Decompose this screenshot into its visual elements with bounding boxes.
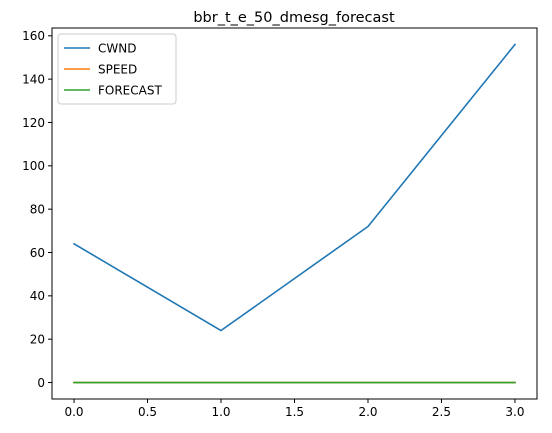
- legend-label-cwnd: CWND: [98, 41, 136, 55]
- x-axis: 0.0 0.5 1.0 1.5 2.0 2.5 3.0: [64, 399, 525, 419]
- y-tick-label: 40: [30, 289, 45, 303]
- y-axis: 0 20 40 60 80 100 120 140 160: [22, 29, 52, 390]
- y-tick-label: 140: [22, 72, 45, 86]
- y-tick-label: 60: [30, 246, 45, 260]
- x-tick-label: 0.0: [64, 405, 83, 419]
- y-tick-label: 80: [30, 202, 45, 216]
- legend-label-forecast: FORECAST: [98, 83, 162, 97]
- legend-box: [57, 33, 177, 105]
- x-tick-label: 2.0: [358, 405, 377, 419]
- legend-label-speed: SPEED: [98, 62, 137, 76]
- x-tick-label: 2.5: [432, 405, 451, 419]
- legend: CWND SPEED FORECAST: [57, 33, 177, 105]
- y-tick-label: 0: [37, 376, 45, 390]
- plot-series: [72, 43, 517, 384]
- y-tick-label: 100: [22, 159, 45, 173]
- y-tick-label: 120: [22, 116, 45, 130]
- y-tick-label: 20: [30, 332, 45, 346]
- chart-title: bbr_t_e_50_dmesg_forecast: [193, 10, 395, 26]
- series-line-cwnd: [72, 43, 517, 332]
- x-tick-label: 3.0: [505, 405, 524, 419]
- x-tick-label: 1.0: [211, 405, 230, 419]
- x-tick-label: 0.5: [138, 405, 157, 419]
- x-tick-label: 1.5: [285, 405, 304, 419]
- y-tick-label: 160: [22, 29, 45, 43]
